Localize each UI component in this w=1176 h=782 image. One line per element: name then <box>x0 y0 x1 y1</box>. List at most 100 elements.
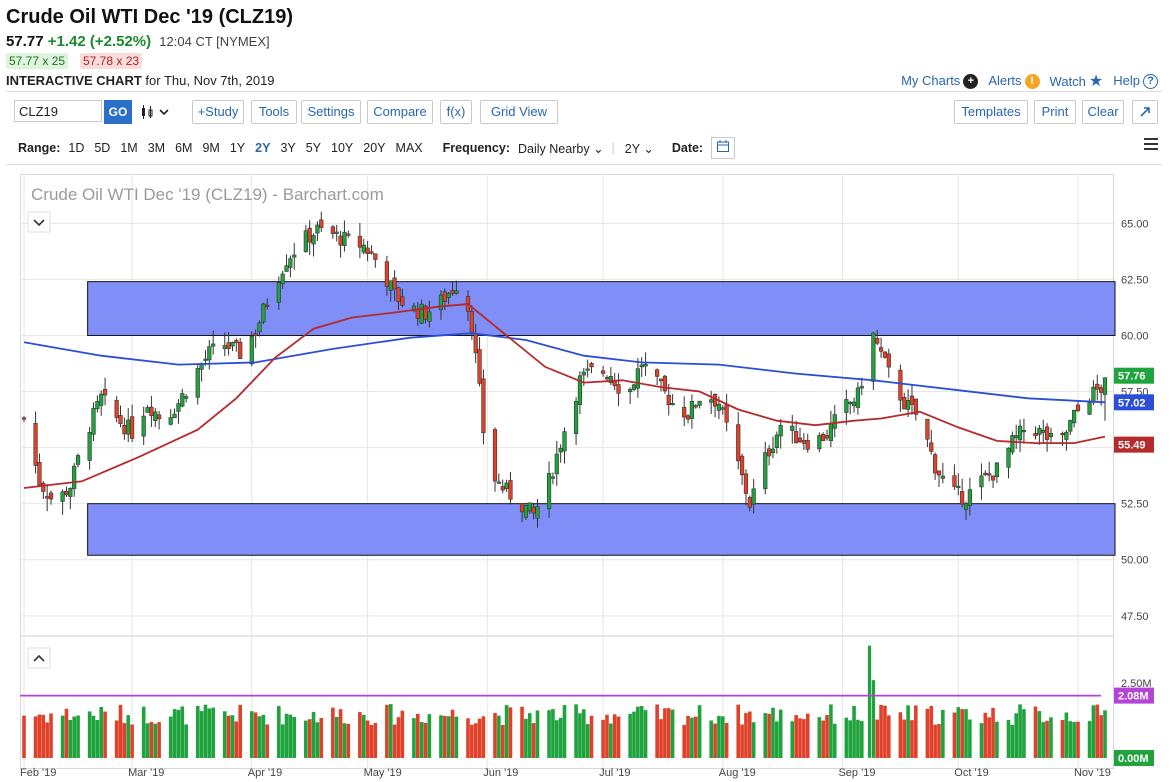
candle-body <box>851 401 857 407</box>
candle-body <box>817 435 822 450</box>
candle-body <box>913 398 918 415</box>
range-10y[interactable]: 10Y <box>331 141 354 155</box>
candle-body <box>222 345 227 349</box>
candle-body <box>469 310 474 333</box>
expand-button[interactable] <box>1132 100 1158 124</box>
range-max[interactable]: MAX <box>395 141 423 155</box>
x-tick-label: May '19 <box>364 767 402 779</box>
volume-bar <box>639 705 644 758</box>
function-button[interactable]: f(x) <box>440 100 472 124</box>
range-3m[interactable]: 3M <box>147 141 166 155</box>
candle-body <box>1048 432 1054 437</box>
volume-bar <box>49 713 53 758</box>
volume-bar <box>883 705 887 758</box>
volume-bar <box>605 714 609 758</box>
volume-bar <box>887 715 891 758</box>
candle-body <box>203 358 208 361</box>
chart-type-dropdown[interactable] <box>140 104 174 120</box>
price-tag-label: 55.49 <box>1118 440 1146 452</box>
clear-button[interactable]: Clear <box>1082 100 1124 124</box>
range-1y[interactable]: 1Y <box>229 141 246 155</box>
candle-body <box>604 377 610 380</box>
my-charts-link[interactable]: My Charts + <box>901 73 979 90</box>
range-5d[interactable]: 5D <box>94 141 111 155</box>
templates-button[interactable]: Templates <box>954 100 1028 124</box>
alerts-link[interactable]: Alerts! <box>988 73 1040 90</box>
volume-bar <box>446 716 451 758</box>
candle-body <box>168 417 173 425</box>
volume-bar <box>578 713 582 758</box>
volume-bar <box>211 707 215 758</box>
volume-bar <box>968 719 972 758</box>
volume-bar <box>373 722 378 758</box>
collapse-button[interactable] <box>27 211 51 233</box>
candle-body <box>72 465 77 489</box>
candle-body <box>736 424 741 462</box>
compare-button[interactable]: Compare <box>367 100 433 124</box>
range-20y[interactable]: 20Y <box>363 141 386 155</box>
print-button[interactable]: Print <box>1034 100 1076 124</box>
volume-bar <box>524 718 528 758</box>
candlestick-icon <box>142 105 169 119</box>
ask-badge: 57.78 x 23 <box>80 53 143 69</box>
volume-bar <box>744 713 748 758</box>
chevron-down-icon <box>33 219 45 227</box>
support-resistance-zones <box>87 281 1116 556</box>
expand-volume-button[interactable] <box>27 647 51 669</box>
candle-body <box>994 462 999 478</box>
menu-button[interactable] <box>1144 138 1158 153</box>
go-button[interactable]: GO <box>104 100 132 124</box>
volume-bar <box>941 709 945 758</box>
watch-link[interactable]: Watch ★ <box>1049 73 1104 90</box>
volume-bar <box>230 715 235 758</box>
volume-bar <box>825 715 829 758</box>
menu-icon-bar <box>1144 138 1158 140</box>
candle-body <box>956 485 961 488</box>
candle-body <box>45 496 50 499</box>
grid-view-button[interactable]: Grid View <box>480 100 558 124</box>
candle-body <box>1010 435 1015 453</box>
candle-body <box>1033 432 1038 437</box>
add-study-button[interactable]: +Study <box>192 100 244 124</box>
volume-bar <box>427 714 432 758</box>
volume-bar <box>415 713 420 758</box>
candle-body <box>496 481 501 484</box>
candle-body <box>21 417 27 420</box>
calendar-button[interactable] <box>711 137 736 159</box>
range-1m[interactable]: 1M <box>120 141 138 155</box>
volume-bar <box>508 707 513 758</box>
volume-bar <box>748 711 752 758</box>
volume-bar <box>709 720 714 758</box>
period-select[interactable]: 2Y ⌄ <box>624 141 654 156</box>
range-3y[interactable]: 3Y <box>280 141 296 155</box>
volume-bar <box>960 709 964 758</box>
range-9m[interactable]: 9M <box>202 141 220 155</box>
volume-bar <box>1068 721 1073 758</box>
range-1d[interactable]: 1D <box>68 141 85 155</box>
volume-bar <box>396 717 401 758</box>
range-6m[interactable]: 6M <box>175 141 193 155</box>
menu-icon-bar <box>1144 143 1158 145</box>
volume-bar <box>778 709 783 758</box>
frequency-select[interactable]: Daily Nearby ⌄ <box>518 141 604 156</box>
volume-bar <box>493 712 497 758</box>
settings-button[interactable]: Settings <box>301 100 361 124</box>
candle-body <box>438 294 444 311</box>
candle-body <box>573 401 579 434</box>
candle-body <box>662 375 667 392</box>
volume-bar <box>365 720 370 758</box>
volume-bar <box>103 711 107 758</box>
candle-body <box>1064 431 1069 440</box>
volume-bar <box>1087 721 1092 758</box>
x-tick-label: Mar '19 <box>128 767 164 779</box>
help-link[interactable]: Help? <box>1113 73 1158 90</box>
candle-body <box>1060 432 1065 436</box>
range-5y[interactable]: 5Y <box>305 141 322 155</box>
tools-button[interactable]: Tools <box>251 100 297 124</box>
volume-bar <box>45 722 49 758</box>
symbol-input[interactable]: CLZ19 <box>14 100 102 122</box>
volume-tag <box>1114 750 1154 766</box>
price-chart[interactable]: 47.5050.0052.5055.0057.5060.0062.5065.00… <box>20 174 1162 780</box>
range-2y[interactable]: 2Y <box>255 141 271 155</box>
volume-bar <box>226 715 231 758</box>
